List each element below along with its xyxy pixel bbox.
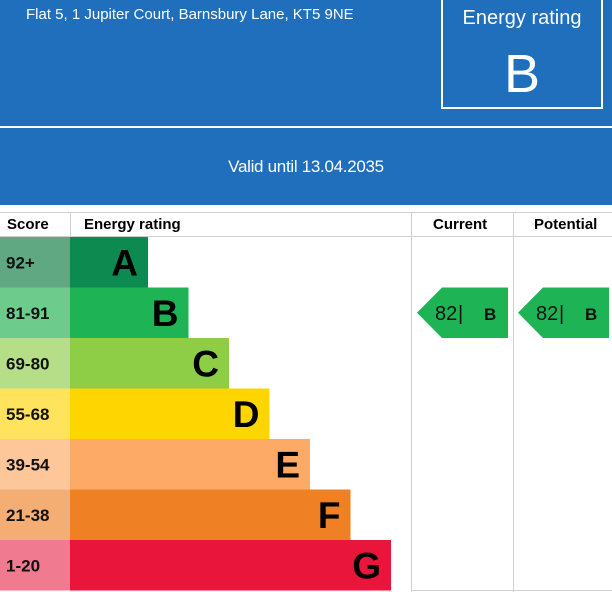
- band-bar-b: [70, 287, 189, 338]
- col-header-potential: Potential: [534, 216, 598, 233]
- band-letter-b: B: [152, 293, 179, 334]
- band-bar-e: [70, 439, 310, 490]
- score-label-d: 55-68: [6, 405, 49, 424]
- score-label-a: 92+: [6, 253, 35, 272]
- score-cell-b: [0, 287, 70, 338]
- current-rating-letter: B: [484, 305, 496, 324]
- band-bar-d: [70, 388, 270, 439]
- current-rating-arrow: [417, 287, 508, 338]
- current-rating-separator: |: [458, 303, 463, 325]
- score-cell-d: [0, 388, 70, 439]
- current-col-divider: [411, 212, 412, 592]
- score-cell-c: [0, 338, 70, 389]
- band-letter-e: E: [275, 444, 300, 485]
- epc-chart: 92+ A 81-91 B 69-80 C 55-68 D 39-54 E 21-38 F 1-20 G 8…: [0, 237, 609, 591]
- energy-rating-table: Score Energy rating Current Potential 92…: [0, 212, 612, 592]
- band-bar-g: [70, 540, 391, 591]
- valid-until-bar: Valid until 13.04.2035: [0, 128, 612, 205]
- band-letter-a: A: [111, 242, 138, 283]
- score-cell-a: [0, 237, 70, 288]
- col-header-energy-rating: Energy rating: [84, 216, 181, 233]
- header-banner: Flat 5, 1 Jupiter Court, Barnsbury Lane,…: [0, 0, 612, 126]
- score-label-e: 39-54: [6, 455, 50, 474]
- col-header-current: Current: [433, 216, 488, 233]
- score-label-c: 69-80: [6, 354, 49, 373]
- energy-rating-label: Energy rating: [462, 7, 582, 29]
- table-bottom-border: [411, 590, 612, 591]
- score-label-b: 81-91: [6, 304, 49, 323]
- band-letter-g: G: [352, 545, 381, 586]
- score-col-divider: [70, 212, 71, 236]
- band-bar-c: [70, 338, 229, 389]
- potential-col-divider: [513, 212, 514, 592]
- score-cell-g: [0, 540, 70, 591]
- band-bar-a: [70, 237, 148, 288]
- potential-rating-separator: |: [559, 303, 564, 325]
- energy-rating-letter: B: [503, 44, 541, 104]
- potential-rating-value: 82: [536, 303, 558, 325]
- score-label-g: 1-20: [6, 556, 40, 575]
- score-label-f: 21-38: [6, 506, 49, 525]
- band-letter-d: D: [233, 394, 260, 435]
- current-rating-value: 82: [435, 303, 457, 325]
- score-cell-f: [0, 489, 70, 540]
- table-top-border: [0, 212, 612, 213]
- band-bar-f: [70, 489, 351, 540]
- potential-rating-arrow: [518, 287, 609, 338]
- col-header-score: Score: [7, 216, 49, 233]
- band-letter-f: F: [318, 495, 341, 536]
- energy-rating-box: Energy rating B: [441, 0, 603, 109]
- property-address: Flat 5, 1 Jupiter Court, Barnsbury Lane,…: [26, 6, 354, 23]
- potential-rating-letter: B: [585, 305, 597, 324]
- band-letter-c: C: [192, 343, 219, 384]
- valid-until-text: Valid until 13.04.2035: [228, 157, 384, 176]
- table-header-border: [0, 236, 612, 237]
- header-divider: [0, 126, 612, 128]
- score-cell-e: [0, 439, 70, 490]
